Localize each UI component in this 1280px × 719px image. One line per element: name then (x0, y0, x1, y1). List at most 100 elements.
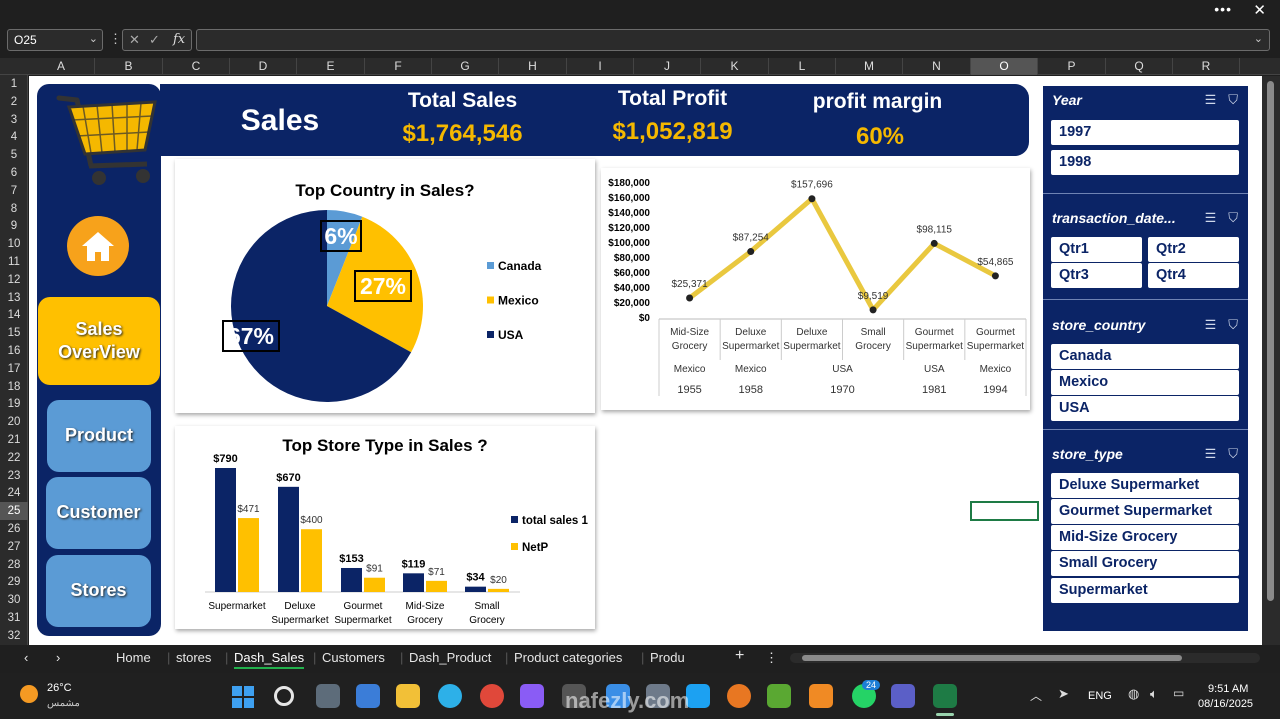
row-header-32[interactable]: 32 (7, 629, 21, 642)
enter-check-icon[interactable]: ✓ (149, 32, 160, 47)
column-header-o[interactable]: O (971, 58, 1038, 75)
sheet-tab-produ[interactable]: Produ (650, 650, 685, 665)
sheet-list-icon[interactable]: ⋮ (765, 650, 778, 665)
sheet-tab-customers[interactable]: Customers (322, 650, 385, 665)
row-header-28[interactable]: 28 (7, 558, 21, 571)
nav-customer-button[interactable]: Customer (46, 477, 151, 549)
row-header-15[interactable]: 15 (7, 327, 21, 340)
weather-sun-icon[interactable] (20, 685, 38, 703)
pie-chart[interactable]: 6%27% 67% Canada Mexico USA (175, 159, 595, 413)
clock-time[interactable]: 9:51 AM (1208, 683, 1249, 695)
copilot-icon[interactable] (520, 684, 544, 708)
edge-icon[interactable] (438, 684, 462, 708)
slicer-item-mexico[interactable]: Mexico (1051, 370, 1239, 395)
column-header-r[interactable]: R (1173, 58, 1240, 75)
line-point[interactable] (808, 195, 816, 203)
line-point[interactable] (869, 306, 877, 314)
app-icon-2[interactable] (606, 684, 630, 708)
horizontal-scrollbar[interactable] (790, 653, 1260, 663)
slicer-item-1998[interactable]: 1998 (1051, 150, 1239, 175)
slicer-item-mid-size-grocery[interactable]: Mid-Size Grocery (1051, 525, 1239, 550)
tray-chevron-icon[interactable]: ︿ (1030, 689, 1043, 703)
sheet-tab-product-categories[interactable]: Product categories (514, 650, 623, 665)
name-box[interactable]: O25 ⌄ (7, 29, 103, 51)
nav-product-button[interactable]: Product (47, 400, 151, 472)
row-header-31[interactable]: 31 (7, 612, 21, 624)
row-header-17[interactable]: 17 (7, 362, 21, 375)
column-header-l[interactable]: L (769, 58, 836, 75)
column-header-q[interactable]: Q (1106, 58, 1173, 75)
clear-filter-icon[interactable]: ⛉ (1228, 92, 1238, 107)
vscode-icon[interactable] (686, 684, 710, 708)
tab-scroll-right-icon[interactable]: › (56, 650, 61, 665)
row-header-27[interactable]: 27 (7, 540, 21, 553)
row-header-30[interactable]: 30 (7, 594, 21, 607)
slicer-item-qtr2[interactable]: Qtr2 (1148, 237, 1239, 262)
bar-netp[interactable] (488, 588, 509, 592)
slicer-item-qtr3[interactable]: Qtr3 (1051, 263, 1142, 288)
row-header-16[interactable]: 16 (7, 345, 21, 357)
row-header-26[interactable]: 26 (7, 523, 21, 535)
sheet-tab-stores[interactable]: stores (176, 650, 212, 665)
bar-total-sales-1[interactable] (465, 586, 486, 592)
chrome-icon[interactable] (480, 684, 504, 708)
sheet-tab-home[interactable]: Home (116, 650, 151, 665)
row-header-19[interactable]: 19 (7, 398, 21, 411)
row-header-29[interactable]: 29 (7, 576, 21, 589)
bar-total-sales-1[interactable] (215, 468, 236, 592)
chevron-down-icon[interactable]: ⌄ (88, 33, 98, 45)
row-header-5[interactable]: 5 (10, 149, 18, 162)
slicer-item-qtr4[interactable]: Qtr4 (1148, 263, 1239, 288)
column-header-c[interactable]: C (163, 58, 230, 75)
row-header-7[interactable]: 7 (10, 184, 18, 197)
row-header-14[interactable]: 14 (7, 309, 21, 322)
clear-filter-icon[interactable]: ⛉ (1228, 317, 1238, 332)
home-button[interactable] (67, 216, 129, 276)
row-header-2[interactable]: 2 (10, 95, 18, 108)
bar-netp[interactable] (364, 577, 385, 592)
horizontal-scrollbar-thumb[interactable] (802, 655, 1182, 661)
line-chart[interactable]: $0 $20,000 $40,000 $60,000 $80,000 $100,000 $1… (601, 168, 1030, 410)
column-header-n[interactable]: N (903, 58, 971, 75)
windows-start-icon[interactable] (232, 686, 254, 708)
slicer-item-1997[interactable]: 1997 (1051, 120, 1239, 145)
slicer-item-canada[interactable]: Canada (1051, 344, 1239, 369)
slicer-item-gourmet-supermarket[interactable]: Gourmet Supermarket (1051, 499, 1239, 524)
pie-slice-canada[interactable] (327, 210, 363, 306)
nav-sales-overview-button[interactable]: Sales OverView (38, 297, 160, 385)
sheet-tab-dash_sales[interactable]: Dash_Sales (234, 650, 305, 669)
selected-cell[interactable] (970, 501, 1039, 521)
row-header-22[interactable]: 22 (7, 451, 21, 464)
multi-select-icon[interactable]: ☰ (1204, 92, 1217, 107)
slicer-item-small-grocery[interactable]: Small Grocery (1051, 551, 1239, 576)
add-sheet-button[interactable]: + (735, 647, 745, 664)
column-header-b[interactable]: B (95, 58, 163, 75)
row-header-12[interactable]: 12 (7, 273, 21, 286)
app-icon-5[interactable] (809, 684, 833, 708)
slicer-item-deluxe-supermarket[interactable]: Deluxe Supermarket (1051, 473, 1239, 498)
excel-icon[interactable] (933, 684, 957, 708)
multi-select-icon[interactable]: ☰ (1204, 210, 1217, 225)
app-icon-1[interactable] (562, 684, 586, 708)
column-header-m[interactable]: M (836, 58, 903, 75)
app-icon-3[interactable] (727, 684, 751, 708)
file-explorer-icon[interactable] (396, 684, 420, 708)
bar-total-sales-1[interactable] (341, 567, 362, 592)
store-icon[interactable] (356, 684, 380, 708)
row-header-18[interactable]: 18 (7, 380, 21, 393)
row-header-10[interactable]: 10 (7, 238, 21, 251)
insert-function-icon[interactable]: fx (173, 32, 186, 47)
teams-icon[interactable] (891, 684, 915, 708)
column-header-f[interactable]: F (365, 58, 432, 75)
row-header-11[interactable]: 11 (8, 256, 20, 268)
line-point[interactable] (930, 239, 938, 247)
line-point[interactable] (747, 248, 755, 256)
row-header-21[interactable]: 21 (7, 434, 21, 446)
calculator-icon[interactable] (646, 684, 670, 708)
row-header-4[interactable]: 4 (10, 131, 18, 144)
bar-total-sales-1[interactable] (278, 486, 299, 592)
bar-netp[interactable] (301, 529, 322, 592)
column-header-g[interactable]: G (432, 58, 499, 75)
task-view-icon[interactable] (316, 684, 340, 708)
row-header-1[interactable]: 1 (10, 78, 18, 90)
